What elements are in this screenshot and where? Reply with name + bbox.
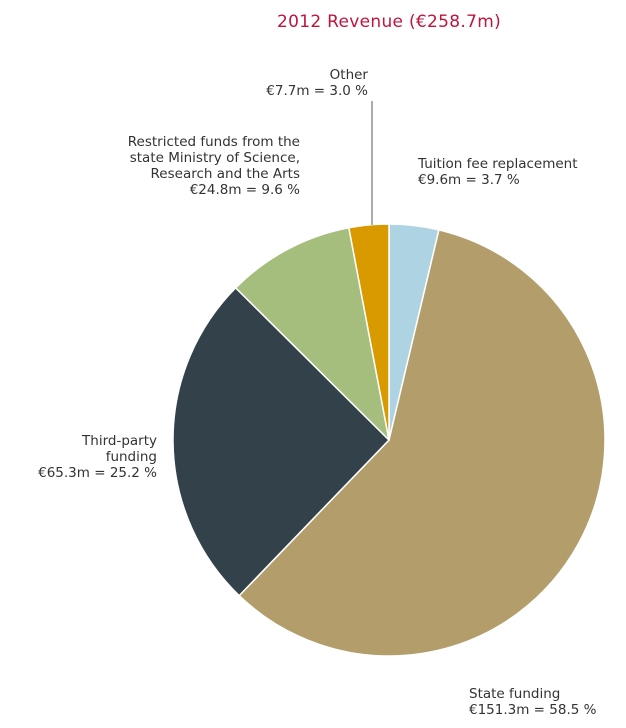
label-line: €7.7m = 3.0 % — [266, 83, 368, 99]
slice-labels: Tuition fee replacement €9.6m = 3.7 % Stat… — [38, 67, 597, 718]
label-line: €24.8m = 9.6 % — [190, 182, 300, 198]
pie-slices — [172, 223, 606, 657]
label-line: €65.3m = 25.2 % — [38, 465, 157, 481]
label-line: funding — [106, 449, 157, 465]
slice-state-funding — [238, 229, 606, 657]
label-line: Third-party — [81, 433, 157, 449]
label-restricted-funds: Restricted funds from the state Ministry … — [128, 134, 300, 198]
slice-restricted-funds — [234, 227, 390, 441]
label-line: €151.3m = 58.5 % — [469, 702, 597, 718]
label-line: Restricted funds from the — [128, 134, 300, 150]
label-line: Other — [330, 67, 369, 83]
label-line: state Ministry of Science, — [130, 150, 300, 166]
label-line: €9.6m = 3.7 % — [418, 172, 520, 188]
label-third-party-funding: Third-party funding €65.3m = 25.2 % — [38, 433, 157, 481]
label-line: Research and the Arts — [151, 166, 300, 182]
label-tuition-fee-replacement: Tuition fee replacement €9.6m = 3.7 % — [417, 156, 578, 188]
label-line: State funding — [469, 686, 560, 702]
label-state-funding: State funding €151.3m = 58.5 % — [469, 686, 597, 718]
chart-title: 2012 Revenue (€258.7m) — [277, 12, 501, 32]
slice-other — [348, 223, 390, 441]
label-line: Tuition fee replacement — [417, 156, 578, 172]
label-other: Other €7.7m = 3.0 % — [266, 67, 368, 99]
slice-third-party-funding — [172, 287, 390, 597]
